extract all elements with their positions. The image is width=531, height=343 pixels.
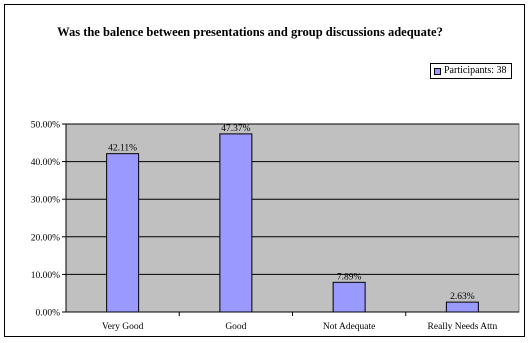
bar bbox=[445, 301, 479, 313]
bar bbox=[106, 153, 140, 313]
y-tick-label: 30.00% bbox=[31, 196, 60, 206]
legend-label: Participants: 38 bbox=[444, 65, 507, 76]
chart-title: Was the balence between presentations an… bbox=[57, 25, 443, 39]
data-label: 42.11% bbox=[108, 144, 137, 154]
y-tick-label: 10.00% bbox=[31, 271, 60, 281]
legend-swatch bbox=[434, 67, 441, 75]
bar bbox=[332, 281, 366, 313]
x-tick-label: Good bbox=[225, 322, 246, 332]
x-tick-label: Really Needs Attn bbox=[428, 322, 498, 332]
plot-area bbox=[65, 123, 520, 313]
y-tick-label: 50.00% bbox=[31, 121, 60, 131]
data-label: 47.37% bbox=[221, 124, 250, 134]
y-tick-label: 20.00% bbox=[31, 233, 60, 243]
y-tick-label: 40.00% bbox=[31, 158, 60, 168]
bar bbox=[219, 133, 253, 313]
y-tick-label: 0.00% bbox=[35, 309, 60, 319]
chart-legend: Participants: 38 bbox=[430, 63, 512, 79]
x-tick-label: Very Good bbox=[102, 322, 144, 332]
data-label: 2.63% bbox=[450, 292, 475, 302]
x-tick-label: Not Adequate bbox=[323, 322, 376, 332]
data-label: 7.89% bbox=[337, 272, 362, 282]
